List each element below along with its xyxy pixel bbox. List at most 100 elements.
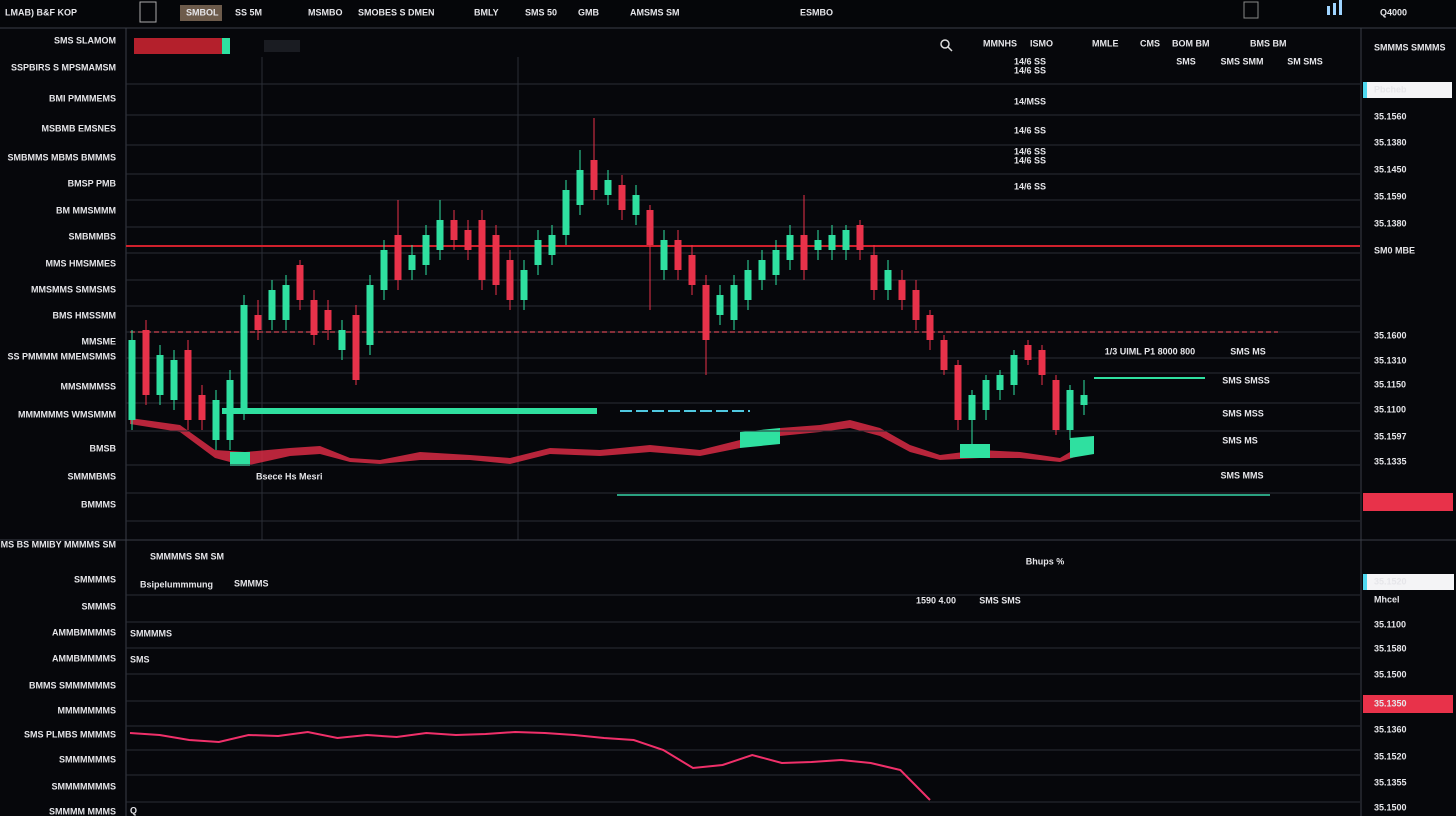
candle-body — [660, 240, 668, 270]
row-label: SMBMMBS — [69, 231, 117, 241]
axis-label: 35.1100 — [1374, 404, 1406, 414]
level-label: SMS MS — [1222, 435, 1258, 445]
row-label: SMMMM MMMS — [49, 806, 116, 816]
candle-body — [310, 300, 318, 335]
header-item: ISMO — [1030, 38, 1053, 48]
top-bar-item: Q4000 — [1380, 7, 1407, 17]
row-label: MMSMMMSS — [61, 381, 117, 391]
level-label: SMS — [1176, 56, 1196, 66]
candle-body — [324, 310, 332, 330]
axis-label: 35.1590 — [1374, 191, 1407, 201]
header-item: BMS BM — [1250, 38, 1287, 48]
candle-body — [198, 395, 206, 420]
top-bar-item: SMOBES S DMEN — [358, 7, 435, 17]
candle-body — [618, 185, 626, 210]
header-item: MMNHS — [983, 38, 1017, 48]
search-icon[interactable] — [940, 39, 950, 49]
row-label: MSBMB EMSNES — [41, 123, 116, 133]
candle-body — [842, 230, 850, 250]
annotation: SMMMMS SM SM — [150, 551, 224, 561]
candle-body — [744, 270, 752, 300]
annotation: Bhups % — [1026, 556, 1065, 566]
candle-body — [646, 210, 654, 245]
axis-label: 35.1380 — [1374, 137, 1407, 147]
app-icon[interactable] — [139, 1, 157, 23]
candle-body — [436, 220, 444, 250]
candle-body — [282, 285, 290, 320]
candle-body — [702, 285, 710, 340]
row-label: BMS HMSSMM — [53, 310, 117, 320]
candle-body — [548, 235, 556, 255]
candle-body — [184, 350, 192, 420]
level-label: SMS MSS — [1222, 408, 1264, 418]
axis-label: 35.1360 — [1374, 724, 1407, 734]
row-label: SMS SLAMOM — [54, 35, 116, 45]
volume-band — [130, 418, 1090, 466]
candle-body — [716, 295, 724, 315]
symbol-tab[interactable] — [180, 5, 222, 21]
header-item: BOM BM — [1172, 38, 1210, 48]
level-label: 14/6 SS — [1014, 155, 1046, 165]
row-label: SMS PLMBS MMMMS — [24, 729, 116, 739]
candle-body — [408, 255, 416, 270]
candle-body — [1052, 380, 1060, 430]
doc-icon[interactable] — [1243, 1, 1259, 19]
candle-body — [926, 315, 934, 340]
candle-body — [1038, 350, 1046, 375]
row-label: SMMMMS — [74, 574, 116, 584]
row-label: SMMMMMMMS — [52, 781, 117, 791]
button-accent — [1363, 574, 1367, 590]
annotation: Bsipelummmung — [140, 579, 213, 589]
button[interactable] — [1363, 82, 1452, 98]
candle-body — [758, 260, 766, 280]
candle-body — [1080, 395, 1088, 405]
candle-body — [1024, 345, 1032, 360]
input[interactable] — [264, 40, 300, 52]
candle-body — [884, 270, 892, 290]
axis-label: 35.1450 — [1374, 164, 1407, 174]
row-label: SMBMMS MBMS BMMMS — [8, 152, 117, 162]
candle-body — [772, 250, 780, 275]
candle-body — [338, 330, 346, 350]
level-label: SMS SMM — [1220, 56, 1263, 66]
axis-label: 35.1350 — [1374, 698, 1407, 708]
level-label: SMS SMSS — [1222, 375, 1270, 385]
axis-label: 35.1500 — [1374, 802, 1407, 812]
row-label: MMMMMMS WMSMMM — [18, 409, 116, 419]
annotation: Q — [130, 805, 137, 815]
candle-body — [912, 290, 920, 320]
layer: LMAB) B&F KOP SMBOL SS 5M MSMBO SMOBES S DME… — [0, 7, 1446, 816]
indicator-line — [129, 730, 931, 801]
axis-label: 35.1355 — [1374, 777, 1407, 787]
candle-body — [856, 225, 864, 250]
signal-bar — [1339, 0, 1342, 15]
axis-label: 35.1600 — [1374, 330, 1407, 340]
price-tag — [1363, 493, 1453, 511]
row-label: BMSB — [90, 443, 117, 453]
candle-body — [380, 250, 388, 290]
top-bar-item: GMB — [578, 7, 599, 17]
candle-body — [968, 395, 976, 420]
top-bar — [0, 0, 1456, 28]
row-label: AMMBMMMMS — [52, 653, 116, 663]
toggle[interactable] — [134, 38, 230, 54]
axis-label: Mhcel — [1374, 594, 1400, 604]
row-label: BMMS SMMMMMMS — [29, 680, 116, 690]
top-bar-item: BMLY — [474, 7, 499, 17]
row-label: SMMMMMMS — [59, 754, 116, 764]
candle-body — [142, 330, 150, 395]
candle-body — [562, 190, 570, 235]
top-bar-item: MSMBO — [308, 7, 343, 17]
candle-body — [828, 235, 836, 250]
axis-label: 35.1380 — [1374, 218, 1407, 228]
candle-body — [394, 235, 402, 280]
axis-label: 35.1100 — [1374, 619, 1406, 629]
candle-body — [422, 235, 430, 265]
button[interactable] — [1363, 574, 1454, 590]
candle-body — [1010, 355, 1018, 385]
candle-body — [352, 315, 360, 380]
signal-bar — [1327, 6, 1330, 15]
